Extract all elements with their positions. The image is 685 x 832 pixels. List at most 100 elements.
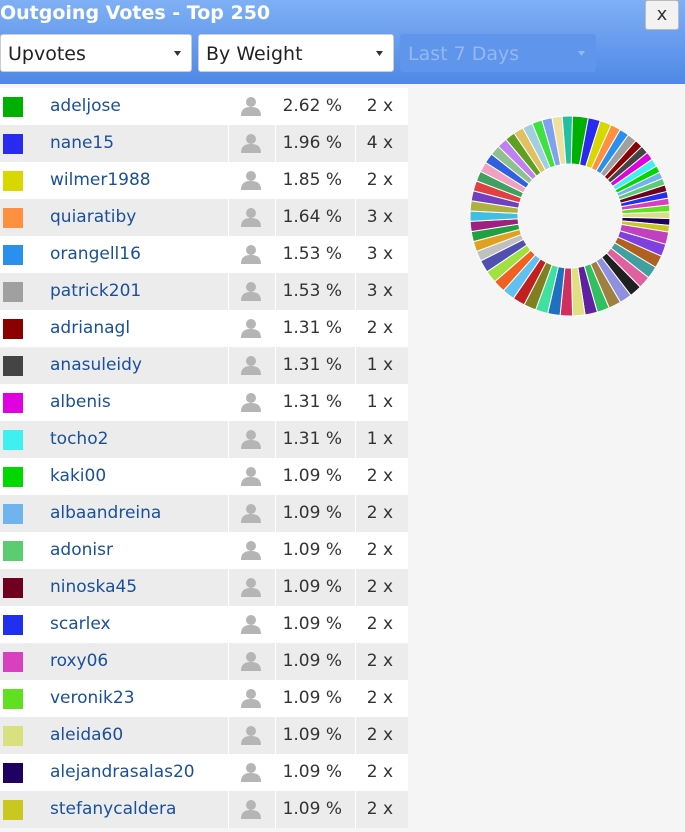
vote-count: 1 x [366,355,393,375]
cell-divider [275,421,276,458]
donut-segment [609,151,653,188]
cell-divider [275,347,276,384]
cell-divider [275,754,276,791]
cell-divider [355,569,356,606]
table-row: alejandrasalas20 1.09 % 2 x [0,754,408,791]
user-name[interactable]: orangell16 [50,244,141,264]
user-name[interactable]: alejandrasalas20 [50,762,195,782]
user-name[interactable]: adeljose [50,96,121,116]
cell-divider [355,791,356,828]
user-name[interactable]: albaandreina [50,503,162,523]
cell-divider [228,754,229,791]
vote-count: 2 x [366,614,393,634]
sort-select[interactable]: By Weight [198,34,394,72]
donut-segment [479,238,528,273]
vote-count: 1 x [366,429,393,449]
cell-divider [355,717,356,754]
user-name[interactable]: stefanycaldera [50,799,177,819]
user-name[interactable]: kaki00 [50,466,107,486]
user-name[interactable]: aleida60 [50,725,124,745]
color-swatch [3,541,23,561]
donut-segment [475,170,525,199]
user-icon [240,762,262,787]
cell-divider [355,310,356,347]
user-icon [240,281,262,306]
user-name[interactable]: roxy06 [50,651,109,671]
donut-segment [620,220,671,233]
user-name[interactable]: nane15 [50,133,115,153]
user-name[interactable]: tocho2 [50,429,109,449]
person-icon [241,134,261,153]
person-icon [241,356,261,375]
user-icon [240,540,262,565]
table-row: ninoska45 1.09 % 2 x [0,569,408,606]
user-icon [240,503,262,528]
cell-divider [275,236,276,273]
cell-divider [355,532,356,569]
donut-segment [619,190,669,208]
cell-divider [275,125,276,162]
vote-count: 2 x [366,688,393,708]
cell-divider [275,458,276,495]
donut-segment [551,115,567,166]
user-name[interactable]: quiaratiby [50,207,137,227]
user-name[interactable]: anasuleidy [50,355,142,375]
cell-divider [275,717,276,754]
cell-divider [228,162,229,199]
donut-segment [616,230,667,257]
weight: 1.09 % [282,466,342,486]
person-icon [241,541,261,560]
donut-segment [599,134,637,178]
table-row: aleida60 1.09 % 2 x [0,717,408,754]
cell-divider [355,88,356,125]
cell-divider [228,88,229,125]
cell-divider [275,310,276,347]
cell-divider [355,273,356,310]
cell-divider [355,162,356,199]
cell-divider [275,606,276,643]
vote-count: 2 x [366,318,393,338]
user-name[interactable]: wilmer1988 [50,170,151,190]
weight: 1.96 % [282,133,342,153]
color-swatch [3,356,23,376]
close-button[interactable]: x [645,0,679,30]
weight: 1.09 % [282,651,342,671]
weight: 1.09 % [282,577,342,597]
cell-divider [228,680,229,717]
user-name[interactable]: adrianagl [50,318,131,338]
cell-divider [228,347,229,384]
vote-count: 2 x [366,170,393,190]
donut-segment [484,153,530,189]
person-icon [241,393,261,412]
donut-segment [621,211,671,220]
cell-divider [355,199,356,236]
cell-divider [228,384,229,421]
cell-divider [228,458,229,495]
donut-segment [577,265,598,316]
user-icon [240,96,262,121]
user-icon [240,651,262,676]
donut-segment [621,216,671,226]
user-name[interactable]: scarlex [50,614,111,634]
user-name[interactable]: patrick201 [50,281,142,301]
user-name[interactable]: veronik23 [50,688,135,708]
vote-type-select[interactable]: Upvotes [0,34,192,72]
weight: 1.64 % [282,207,342,227]
cell-divider [355,421,356,458]
user-name[interactable]: adonisr [50,540,113,560]
donut-segment [493,249,537,292]
user-name[interactable]: albenis [50,392,111,412]
cell-divider [228,273,229,310]
donut-segment [570,115,589,166]
table-row: wilmer1988 1.85 % 2 x [0,162,408,199]
color-swatch [3,689,23,709]
table-row: tocho2 1.31 % 1 x [0,421,408,458]
person-icon [241,467,261,486]
user-name[interactable]: ninoska45 [50,577,138,597]
vote-count: 2 x [366,725,393,745]
donut-segment [490,145,534,185]
color-swatch [3,393,23,413]
person-icon [241,97,261,116]
donut-segment [469,210,519,222]
cell-divider [275,273,276,310]
